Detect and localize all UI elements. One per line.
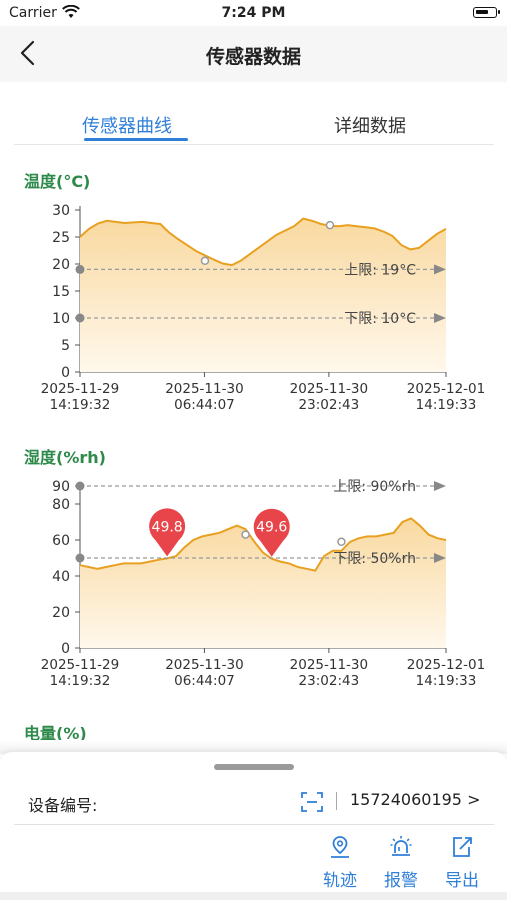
location-pin-icon — [331, 836, 349, 858]
limit-handle — [75, 313, 85, 323]
device-number-value[interactable]: 15724060195 > — [350, 790, 481, 809]
x-tick-label: 2025-11-30 — [165, 381, 243, 397]
y-tick-label: 20 — [52, 605, 70, 621]
device-bottom-sheet: 设备编号: 15724060195 > 轨迹 报警 导出 — [0, 752, 507, 900]
x-tick-label: 2025-11-30 — [165, 657, 243, 673]
limit-arrow — [434, 553, 446, 563]
limit-handle — [75, 553, 85, 563]
status-bar: Carrier 7:24 PM — [0, 0, 507, 26]
wifi-icon — [62, 5, 80, 18]
callout-label: 49.8 — [152, 519, 183, 535]
humidity-chart-title: 湿度(%rh) — [24, 448, 106, 467]
temperature-chart-title: 温度(°C) — [24, 172, 91, 191]
y-tick-label: 0 — [61, 365, 70, 381]
y-tick-label: 20 — [52, 257, 70, 273]
carrier-label: Carrier — [9, 5, 57, 21]
y-tick-label: 30 — [52, 203, 70, 219]
callout-bubble — [253, 508, 290, 545]
x-tick-label: 14:19:33 — [416, 397, 477, 413]
clock: 7:24 PM — [221, 5, 286, 21]
y-tick-label: 15 — [52, 284, 70, 300]
sheet-drag-handle[interactable] — [214, 764, 294, 770]
home-indicator-area — [0, 892, 507, 900]
limit-handle — [75, 481, 85, 491]
limit-label: 下限: 10°C — [344, 311, 416, 327]
x-tick-label: 2025-12-01 — [407, 381, 485, 397]
x-tick-label: 2025-11-29 — [41, 381, 119, 397]
tab-detail-data[interactable]: 详细数据 — [334, 116, 406, 137]
alarm-label: 报警 — [384, 871, 418, 891]
track-label: 轨迹 — [323, 871, 357, 891]
x-tick-label: 14:19:33 — [416, 673, 477, 689]
limit-arrow — [434, 264, 446, 275]
x-tick-label: 2025-12-01 — [407, 657, 485, 673]
data-marker — [241, 530, 250, 539]
x-tick-label: 23:02:43 — [299, 397, 360, 413]
y-tick-label: 60 — [52, 533, 70, 549]
x-tick-label: 2025-11-30 — [290, 381, 368, 397]
x-tick-label: 14:19:32 — [50, 673, 111, 689]
divider — [336, 792, 337, 810]
export-label: 导出 — [445, 871, 479, 891]
scroll-fade — [0, 740, 507, 754]
active-tab-indicator — [84, 138, 188, 141]
limit-label: 下限: 50%rh — [333, 551, 416, 567]
tab-sensor-curves[interactable]: 传感器曲线 — [82, 116, 172, 137]
humidity-chart: 020406080902025-11-2914:19:322025-11-300… — [41, 479, 485, 689]
data-marker — [200, 256, 210, 266]
battery-icon — [473, 7, 500, 18]
divider — [14, 824, 494, 825]
export-icon — [453, 837, 472, 857]
x-tick-label: 23:02:43 — [299, 673, 360, 689]
alarm-siren-icon — [390, 836, 412, 856]
limit-arrow — [434, 313, 446, 323]
series-line — [79, 217, 447, 267]
y-tick-label: 5 — [61, 338, 70, 354]
device-number-label: 设备编号: — [28, 796, 98, 815]
limit-handle — [75, 264, 85, 274]
tab-bar: 传感器曲线 详细数据 — [14, 108, 494, 145]
track-button[interactable]: 轨迹 — [316, 834, 364, 891]
y-tick-label: 0 — [61, 641, 70, 657]
limit-label: 上限: 90%rh — [333, 479, 416, 495]
callout-bubble — [149, 508, 186, 545]
limit-arrow — [434, 481, 446, 491]
data-marker — [337, 537, 346, 547]
x-tick-label: 06:44:07 — [174, 673, 235, 689]
series-area — [80, 518, 446, 648]
x-tick-label: 06:44:07 — [174, 397, 235, 413]
y-tick-label: 40 — [52, 569, 70, 585]
y-tick-label: 90 — [52, 479, 70, 495]
alarm-button[interactable]: 报警 — [377, 834, 425, 891]
export-button[interactable]: 导出 — [438, 834, 486, 891]
series-line — [79, 517, 447, 572]
x-tick-label: 2025-11-30 — [290, 657, 368, 673]
back-arrow-icon[interactable] — [14, 38, 44, 68]
page-title: 传感器数据 — [205, 46, 301, 68]
y-tick-label: 25 — [52, 230, 70, 246]
callout-label: 49.6 — [256, 520, 287, 536]
series-area — [80, 218, 446, 372]
x-tick-label: 14:19:32 — [50, 397, 111, 413]
y-tick-label: 80 — [52, 497, 70, 513]
data-marker — [325, 220, 335, 230]
battery-chart-title: 电量(%) — [24, 724, 87, 743]
limit-label: 上限: 19°C — [344, 262, 416, 278]
x-tick-label: 2025-11-29 — [41, 657, 119, 673]
nav-bar: 传感器数据 — [0, 26, 507, 82]
y-tick-label: 10 — [52, 311, 70, 327]
scan-icon[interactable] — [300, 790, 324, 814]
